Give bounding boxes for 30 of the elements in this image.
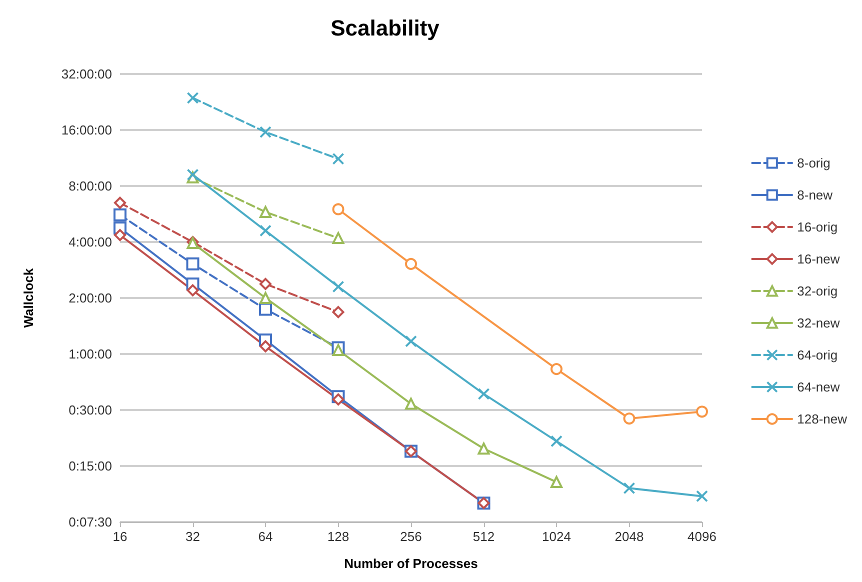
- y-tick-label: 8:00:00: [68, 178, 112, 194]
- y-tick-label: 1:00:00: [68, 346, 112, 362]
- legend-label: 128-new: [797, 412, 848, 426]
- y-tick-label: 16:00:00: [61, 122, 112, 138]
- y-tick-label: 0:07:30: [68, 514, 112, 530]
- y-axis-title: Wallclock: [21, 267, 36, 328]
- legend-label: 32-new: [797, 316, 840, 330]
- legend-label: 64-new: [797, 380, 840, 394]
- x-axis-title: Number of Processes: [344, 556, 478, 571]
- y-tick-label: 4:00:00: [68, 234, 112, 250]
- y-tick-label: 0:15:00: [68, 458, 112, 474]
- y-tick-label: 32:00:00: [61, 66, 112, 82]
- x-tick-label: 16: [112, 529, 128, 544]
- legend-label: 8-orig: [797, 156, 830, 170]
- x-tick-label: 128: [327, 529, 350, 544]
- x-tick-label: 4096: [688, 529, 716, 544]
- legend-label: 64-orig: [797, 348, 838, 362]
- x-tick-label: 32: [186, 529, 200, 544]
- x-tick-label: 1024: [542, 529, 571, 544]
- x-tick-label: 64: [258, 529, 273, 544]
- legend-label: 32-orig: [797, 284, 838, 298]
- x-tick-label: 512: [472, 529, 495, 544]
- legend-label: 8-new: [797, 188, 834, 202]
- x-tick-label: 256: [400, 529, 422, 544]
- legend-label: 16-new: [797, 252, 840, 266]
- x-tick-label: 2048: [614, 529, 644, 544]
- legend-label: 16-orig: [797, 220, 838, 234]
- chart-title: Scalability: [330, 16, 440, 40]
- y-tick-label: 0:30:00: [68, 402, 112, 418]
- y-tick-label: 2:00:00: [68, 290, 112, 306]
